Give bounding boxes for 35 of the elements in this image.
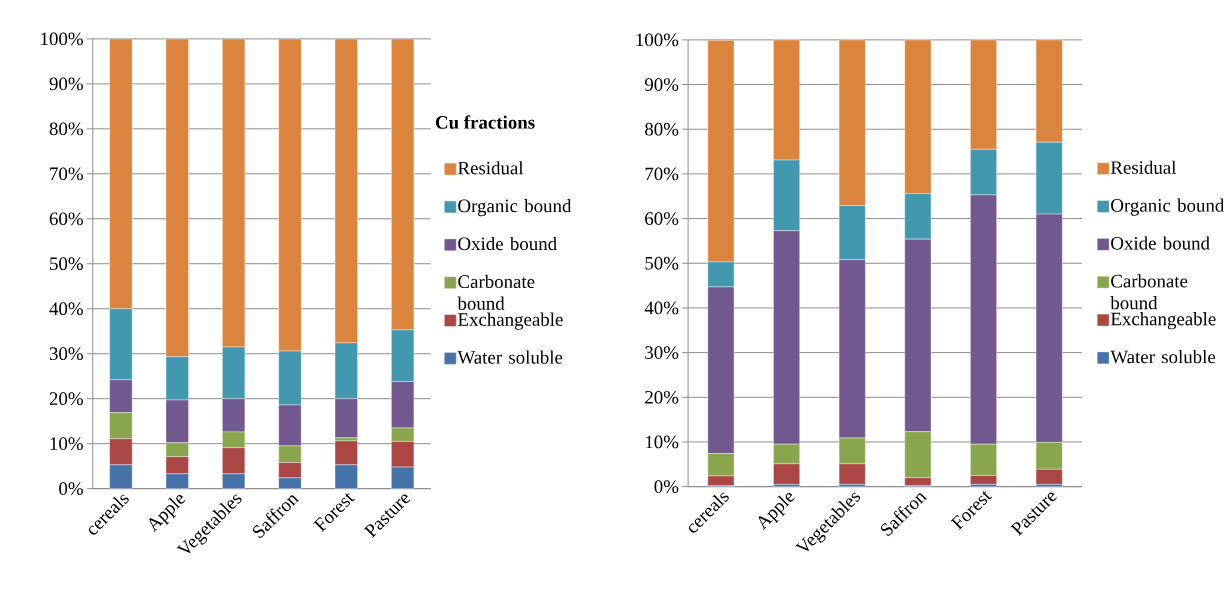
- y-tick-label: 60%: [645, 212, 679, 225]
- legend-label: Organic bound: [458, 198, 572, 217]
- y-tick-label: 40%: [49, 302, 83, 315]
- y-tick-label: 30%: [645, 346, 679, 359]
- legend-label: Residual: [1110, 160, 1177, 174]
- legend-label: Exchangeable: [1110, 311, 1216, 330]
- y-tick-label: 20%: [645, 390, 679, 404]
- y-tick-label: 0%: [59, 482, 83, 495]
- y-tick-label: 100%: [636, 33, 679, 47]
- legend-label: Water soluble: [457, 350, 563, 364]
- y-tick-label: 80%: [645, 122, 679, 136]
- y-tick-label: 50%: [50, 257, 83, 271]
- legend-label: Residual: [458, 161, 524, 175]
- legend-label: Exchangeable: [458, 312, 563, 330]
- legend-label: Organic bound: [1111, 198, 1225, 216]
- y-tick-label: 60%: [49, 212, 83, 226]
- y-tick-label: 20%: [49, 392, 83, 405]
- text: Cu fractions: [435, 115, 535, 129]
- y-tick-label: 90%: [644, 78, 679, 91]
- y-tick-label: 0%: [654, 480, 679, 493]
- y-tick-label: 90%: [49, 77, 83, 91]
- legend-label: Oxide bound: [458, 236, 557, 250]
- legend-label: Carbonate bound: [457, 274, 535, 310]
- y-tick-label: 10%: [50, 437, 83, 450]
- y-tick-label: 70%: [645, 167, 679, 181]
- y-tick-label: 50%: [645, 256, 679, 270]
- legend-label: Oxide bound: [1111, 236, 1210, 250]
- legend-label: Water soluble: [1110, 349, 1216, 364]
- y-tick-label: 40%: [644, 301, 679, 315]
- y-tick-label: 100%: [41, 32, 83, 46]
- y-tick-label: 10%: [645, 435, 679, 449]
- legend-label: Carbonate bound: [1110, 274, 1188, 310]
- y-tick-label: 80%: [49, 122, 83, 136]
- y-tick-label: 30%: [49, 347, 83, 360]
- y-tick-label: 70%: [50, 167, 83, 181]
